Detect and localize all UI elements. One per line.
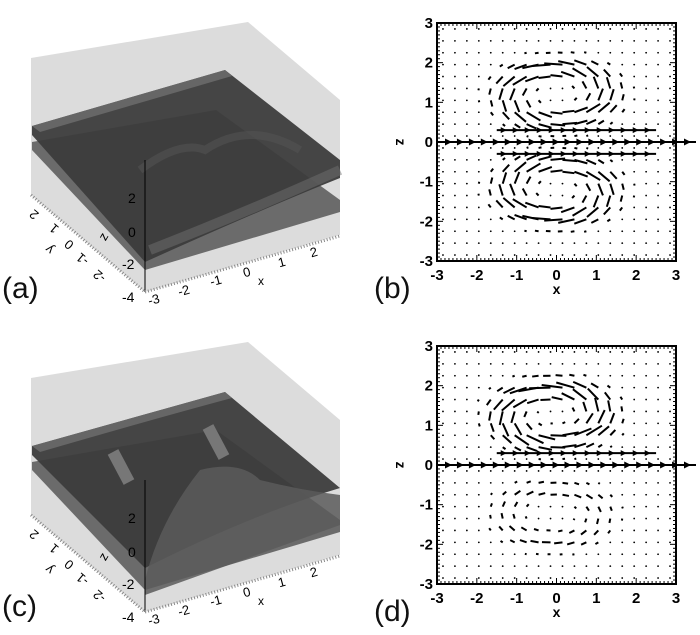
y-tick-label: -1	[420, 497, 433, 514]
panel-a: 2 0 -2 -4 z 2 1 0 -1 -2 y -3 -2 -1 0 1 2…	[0, 0, 350, 315]
z-tick: -4	[122, 289, 135, 305]
y-tick-label: 3	[425, 15, 433, 32]
y-tick: 1	[46, 541, 61, 557]
x-tick: -3	[146, 291, 161, 308]
z-tick: 2	[128, 190, 136, 206]
y-tick-label: -3	[420, 253, 433, 270]
x-axis-label: x	[258, 594, 264, 608]
y-axis-label: z	[393, 462, 409, 469]
y-tick-label: -2	[420, 536, 433, 553]
x-tick-label: 2	[632, 590, 640, 607]
x-tick-label: -1	[510, 267, 523, 284]
x-tick: 1	[276, 574, 287, 590]
y-tick-label: 1	[425, 94, 433, 111]
y-tick-label: -3	[420, 576, 433, 593]
y-tick-label: 0	[425, 457, 433, 474]
x-tick-label: 2	[632, 267, 640, 284]
x-tick-label: -2	[470, 590, 483, 607]
vector-field	[437, 351, 696, 579]
isosurface-3d-plot-a: 2 0 -2 -4 z 2 1 0 -1 -2 y -3 -2 -1 0 1 2…	[0, 0, 350, 315]
z-tick: 0	[128, 224, 136, 240]
x-axis-label: x	[258, 274, 264, 288]
x-axis-label: x	[553, 604, 561, 620]
x-tick: 2	[308, 244, 319, 260]
y-tick-label: 1	[425, 417, 433, 434]
x-tick: -3	[146, 611, 161, 628]
y-tick-label: -1	[420, 174, 433, 191]
x-tick-label: 3	[672, 267, 680, 284]
y-tick: 2	[26, 207, 41, 223]
y-tick: -1	[73, 250, 91, 269]
x-tick: -2	[176, 282, 191, 299]
x-tick-label: -1	[510, 590, 523, 607]
y-tick-label: 3	[425, 338, 433, 355]
y-tick-label: 0	[425, 134, 433, 151]
z-tick: -2	[122, 576, 135, 592]
x-tick-label: 3	[672, 590, 680, 607]
y-tick: 2	[26, 527, 41, 543]
panel-label-d: (d)	[374, 595, 411, 629]
y-axis-label: y	[42, 242, 57, 258]
x-tick: -1	[208, 592, 223, 609]
z-tick: -2	[122, 256, 135, 272]
x-axis-label: x	[553, 281, 561, 297]
z-tick: 0	[128, 544, 136, 560]
y-tick-label: 2	[425, 55, 433, 72]
panel-label-a: (a)	[2, 272, 39, 306]
y-tick: 1	[46, 221, 61, 237]
vector-field	[437, 28, 696, 256]
x-tick: 2	[308, 564, 319, 580]
y-tick: -2	[90, 267, 108, 286]
x-tick-label: 1	[592, 267, 600, 284]
y-tick: 0	[61, 557, 76, 573]
x-tick: 0	[241, 264, 252, 280]
y-axis-label: z	[393, 139, 409, 146]
panel-c: 2 0 -2 -4 z 2 1 0 -1 -2 y -3 -2 -1 0 1 2…	[0, 320, 350, 630]
x-tick: -2	[176, 602, 191, 619]
y-axis-label: y	[42, 562, 57, 578]
z-tick: -4	[122, 609, 135, 625]
panel-label-c: (c)	[2, 590, 37, 624]
y-tick: -1	[73, 570, 91, 589]
x-tick: -1	[208, 272, 223, 289]
y-tick: 0	[61, 237, 76, 253]
y-tick: -2	[90, 587, 108, 606]
y-tick-label: 2	[425, 378, 433, 395]
y-tick-label: -2	[420, 213, 433, 230]
isosurface-3d-plot-c: 2 0 -2 -4 z 2 1 0 -1 -2 y -3 -2 -1 0 1 2…	[0, 320, 350, 630]
x-tick-label: 1	[592, 590, 600, 607]
x-tick: 1	[276, 254, 287, 270]
x-tick: 0	[241, 584, 252, 600]
panel-label-b: (b)	[374, 272, 411, 306]
z-tick: 2	[128, 510, 136, 526]
x-tick-label: -2	[470, 267, 483, 284]
